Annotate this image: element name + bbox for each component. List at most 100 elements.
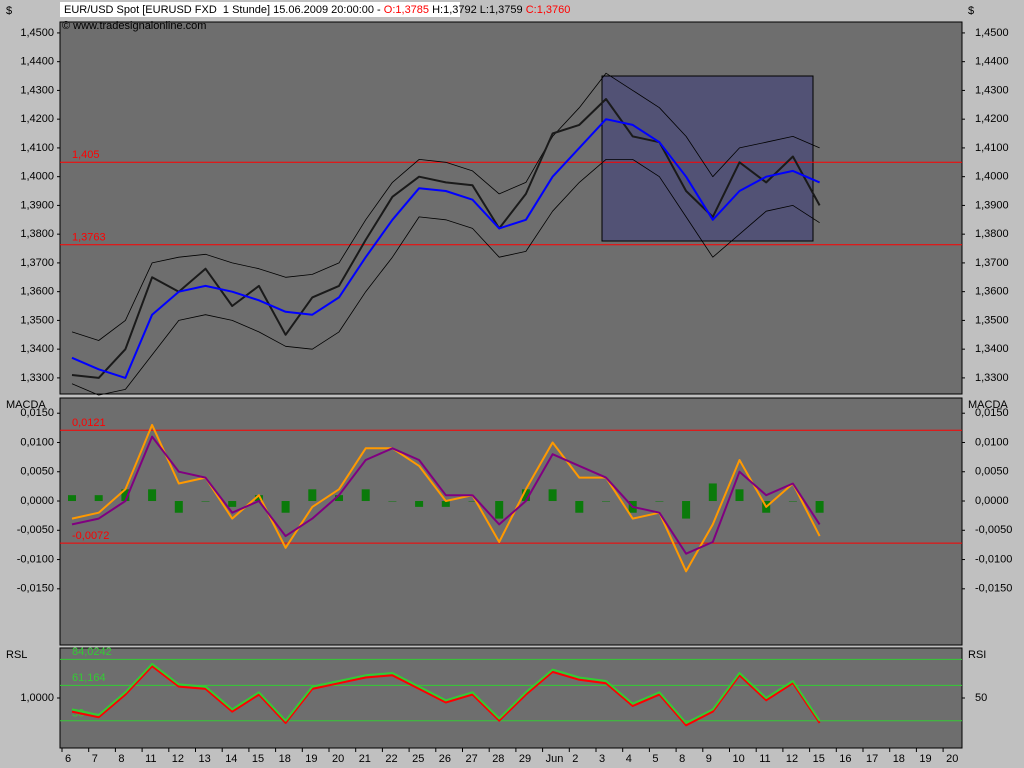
- y-tick-label: 0,0050: [20, 466, 54, 478]
- y2-tick-label: -0,0150: [975, 583, 1012, 595]
- y-tick-label: 1,4100: [20, 142, 54, 154]
- y-tick-label: -0,0100: [17, 553, 54, 565]
- histogram-bar: [682, 501, 691, 519]
- x-tick-label: 3: [599, 753, 605, 765]
- y-tick-label: 0,0100: [20, 436, 54, 448]
- x-tick-label: 20: [332, 753, 344, 765]
- x-tick-label: Jun: [546, 753, 564, 765]
- histogram-bar: [148, 489, 157, 502]
- y2-tick-label: 0,0050: [975, 466, 1009, 478]
- y2-tick-label: -0,0050: [975, 524, 1012, 536]
- axis-label-right: MACDA: [968, 399, 1008, 411]
- y-tick-label: 0,0000: [20, 495, 54, 507]
- histogram-bar: [788, 501, 797, 502]
- y-tick-label: 1,4000: [20, 171, 54, 183]
- x-tick-label: 9: [706, 753, 712, 765]
- histogram-bar: [602, 501, 610, 502]
- y2-tick-label: 1,3300: [975, 372, 1009, 384]
- x-tick-label: 26: [439, 753, 451, 765]
- histogram-bar: [521, 489, 530, 502]
- y2-tick-label: 1,3500: [975, 314, 1009, 326]
- histogram-bar: [68, 495, 76, 502]
- x-tick-label: 16: [839, 753, 851, 765]
- histogram-bar: [415, 501, 424, 507]
- y2-tick-label: 1,3600: [975, 286, 1009, 298]
- x-tick-label: 25: [412, 753, 424, 765]
- y2-tick-label: 1,3700: [975, 257, 1009, 269]
- header-open: O:1,3785: [384, 4, 429, 16]
- x-tick-label: 13: [199, 753, 211, 765]
- series-line: [71, 662, 821, 724]
- histogram-bar: [308, 489, 317, 502]
- x-tick-label: 7: [92, 753, 98, 765]
- y2-tick-label: 1,4200: [975, 113, 1009, 125]
- axis-label: RSL: [6, 649, 27, 661]
- histogram-bar: [201, 501, 210, 502]
- histogram-bar: [815, 501, 824, 513]
- series-line: [71, 98, 821, 379]
- histogram-bar: [254, 495, 263, 502]
- y-tick-label: 0,0150: [20, 407, 54, 419]
- y2-tick-label: 1,4400: [975, 56, 1009, 68]
- header-text: EUR/USD Spot [EURUSD FXD 1 Stunde] 15.06…: [64, 4, 381, 16]
- x-tick-label: 20: [946, 753, 958, 765]
- series-line: [71, 159, 820, 396]
- price-panel: [59, 21, 963, 395]
- x-tick-label: 18: [893, 753, 905, 765]
- y2-tick-label: 1,3800: [975, 228, 1009, 240]
- histogram-bar: [281, 501, 290, 513]
- x-tick-label: 17: [866, 753, 878, 765]
- y-tick-label: 1,4300: [20, 84, 54, 96]
- x-tick-label: 19: [919, 753, 931, 765]
- y2-tick-label: 50: [975, 692, 987, 704]
- x-tick-label: 28: [492, 753, 504, 765]
- copyright: © www.tradesignalonline.com: [62, 20, 206, 32]
- y-tick-label: 1,4400: [20, 56, 54, 68]
- histogram-bar: [94, 495, 103, 502]
- histogram-bar: [468, 501, 477, 502]
- histogram-bar: [361, 489, 370, 502]
- series-line: [71, 72, 820, 341]
- axis-label: MACDA: [6, 399, 46, 411]
- x-tick-label: 29: [519, 753, 531, 765]
- y-tick-label: 1,3800: [20, 228, 54, 240]
- rsi-panel: [59, 647, 963, 749]
- header: EUR/USD Spot [EURUSD FXD 1 Stunde] 15.06…: [64, 4, 570, 16]
- histogram-bar: [174, 501, 183, 513]
- x-tick-label: 15: [813, 753, 825, 765]
- level-label: 84,0242: [72, 646, 112, 658]
- range-box: [601, 75, 814, 242]
- histogram-bar: [121, 489, 130, 502]
- x-tick-label: 8: [679, 753, 685, 765]
- y-tick-label: -0,0050: [17, 524, 54, 536]
- y2-tick-label: 0,0100: [975, 436, 1009, 448]
- y2-tick-label: 1,3400: [975, 343, 1009, 355]
- y2-tick-label: 1,4000: [975, 171, 1009, 183]
- y2-tick-label: -0,0100: [975, 553, 1012, 565]
- y-tick-label: 1,0000: [20, 692, 54, 704]
- axis-label: $: [6, 5, 12, 17]
- histogram-bar: [228, 501, 237, 507]
- level-label: 61,164: [72, 672, 106, 684]
- x-tick-label: 11: [145, 753, 156, 765]
- x-tick-label: 12: [172, 753, 184, 765]
- y-tick-label: 1,3600: [20, 286, 54, 298]
- level-label: 1,3763: [72, 232, 106, 244]
- series-line: [71, 118, 820, 379]
- y2-tick-label: 0,0150: [975, 407, 1009, 419]
- histogram-bar: [575, 501, 584, 513]
- x-tick-label: 21: [359, 753, 371, 765]
- x-tick-label: 4: [626, 753, 632, 765]
- histogram-bar: [388, 501, 397, 502]
- level-label: 0,0121: [72, 417, 106, 429]
- x-tick-label: 27: [466, 753, 478, 765]
- plot-layer: $ $1,3300 1,3300 1,3400 1,3400 1,3500 1,3500 1,…: [6, 5, 1012, 765]
- histogram-bar: [735, 489, 744, 502]
- y-tick-label: 1,4500: [20, 27, 54, 39]
- x-tick-label: 22: [385, 753, 397, 765]
- y-tick-label: 1,4200: [20, 113, 54, 125]
- y-tick-label: 1,3300: [20, 372, 54, 384]
- x-tick-label: 15: [252, 753, 264, 765]
- x-tick-label: 8: [118, 753, 124, 765]
